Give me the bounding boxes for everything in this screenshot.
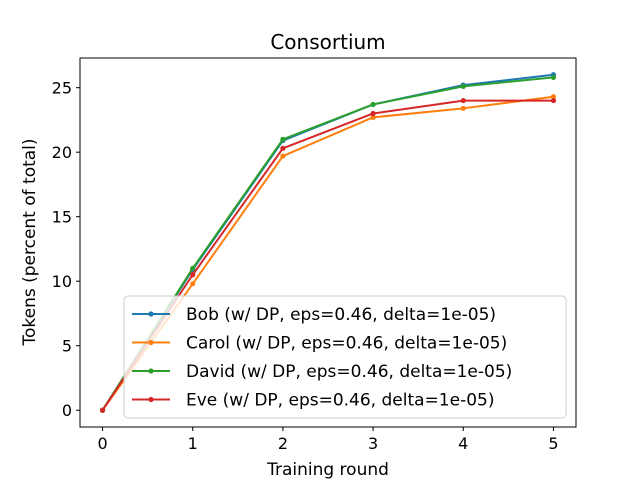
legend-label: David (w/ DP, eps=0.46, delta=1e-05) xyxy=(186,362,512,382)
data-point xyxy=(280,153,286,159)
data-point xyxy=(190,281,196,287)
data-point xyxy=(190,265,196,271)
x-tick-label: 5 xyxy=(548,434,558,453)
y-tick-label: 5 xyxy=(62,337,72,356)
series-line-david xyxy=(101,76,554,411)
x-axis-label: Training round xyxy=(266,460,389,480)
legend-marker xyxy=(148,339,154,346)
y-tick-label: 0 xyxy=(62,401,72,420)
data-point xyxy=(280,136,286,142)
series-layer xyxy=(99,72,557,413)
y-axis-label: Tokens (percent of total) xyxy=(20,138,40,346)
data-point xyxy=(460,83,466,89)
legend-marker xyxy=(148,368,154,374)
data-point xyxy=(190,272,196,278)
legend-marker xyxy=(148,311,154,317)
data-point xyxy=(280,145,286,151)
chart-title: Consortium xyxy=(270,30,385,54)
x-tick-label: 4 xyxy=(458,434,468,453)
data-point xyxy=(550,94,557,100)
data-point xyxy=(460,105,466,111)
x-tick-label: 0 xyxy=(97,434,107,453)
legend-label: Carol (w/ DP, eps=0.46, delta=1e-05) xyxy=(186,334,507,354)
legend-box xyxy=(123,295,567,419)
y-tick-label: 10 xyxy=(52,272,72,291)
data-point xyxy=(550,97,557,104)
y-tick-label: 15 xyxy=(52,208,72,227)
axes-layer: 0 1 2 3 4 5 0 5 10 15 20 25 xyxy=(52,79,559,453)
x-tick-label: 3 xyxy=(368,434,378,453)
data-point xyxy=(370,114,376,120)
x-tick-label: 1 xyxy=(188,434,198,453)
x-tick-label: 2 xyxy=(278,434,288,453)
data-point xyxy=(460,97,466,104)
data-point xyxy=(99,407,106,413)
plot-frame xyxy=(79,57,577,428)
y-tick-label: 25 xyxy=(52,79,72,98)
legend-label: Bob (w/ DP, eps=0.46, delta=1e-05) xyxy=(186,305,496,325)
data-point xyxy=(370,101,376,108)
data-point xyxy=(550,74,557,80)
legend-marker xyxy=(148,396,154,403)
data-point xyxy=(370,110,376,117)
legend: Bob (w/ DP, eps=0.46, delta=1e-05) Carol … xyxy=(123,295,567,419)
y-tick-label: 20 xyxy=(52,143,72,162)
legend-label: Eve (w/ DP, eps=0.46, delta=1e-05) xyxy=(186,391,494,411)
